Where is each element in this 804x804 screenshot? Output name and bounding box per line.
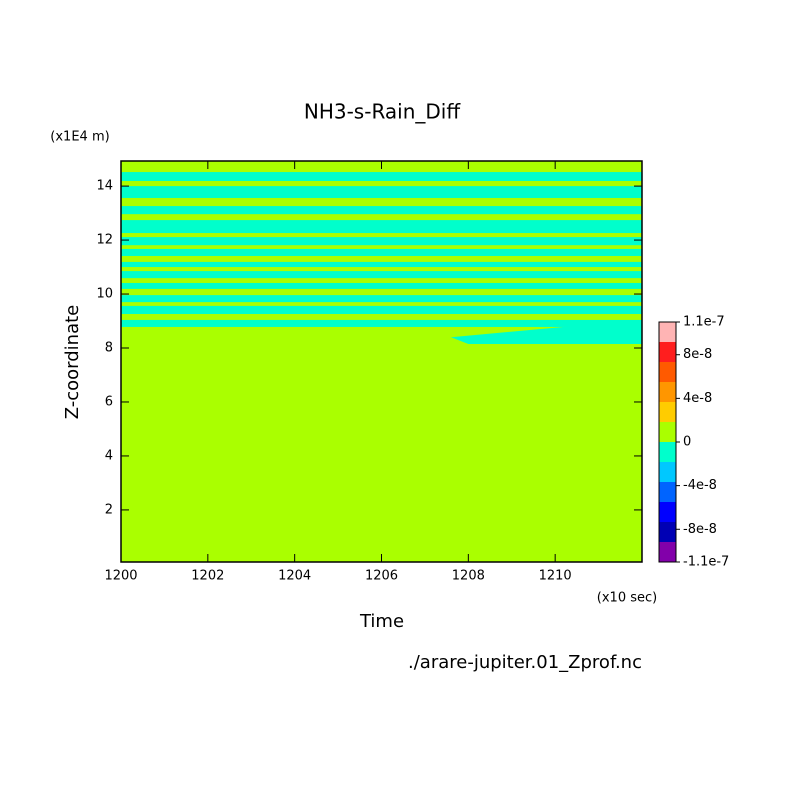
contour-band (121, 305, 642, 315)
colorbar-cell (659, 462, 676, 482)
contour-band (121, 295, 642, 303)
colorbar-cell (659, 322, 676, 342)
colorbar-label: 8e-8 (683, 347, 712, 362)
contour-band (121, 172, 642, 181)
colorbar-cell (659, 382, 676, 402)
x-tick-label: 1200 (104, 569, 137, 584)
y-tick-label: 10 (96, 287, 113, 302)
x-axis-label: Time (359, 611, 404, 632)
colorbar-cell (659, 542, 676, 562)
colorbar-cell (659, 502, 676, 522)
colorbar-cell (659, 482, 676, 502)
y-tick-label: 12 (96, 233, 113, 248)
contour-band (121, 271, 642, 279)
colorbar-cell (659, 362, 676, 382)
colorbar-label: 1.1e-7 (683, 315, 725, 330)
y-tick-label: 6 (105, 394, 113, 409)
colorbar-cell (659, 342, 676, 362)
footer: ./arare-jupiter.01_Zprof.nc (408, 652, 642, 673)
x-unit: (x10 sec) (597, 591, 657, 606)
contour-region (450, 323, 642, 344)
contour-band (121, 261, 642, 268)
contour-band (121, 282, 642, 289)
y-tick-label: 14 (96, 179, 113, 194)
colorbar-label: -4e-8 (683, 478, 717, 493)
contour-band (121, 319, 642, 327)
colorbar-cell (659, 422, 676, 442)
colorbar-label: -8e-8 (683, 522, 717, 537)
colorbar-label: 4e-8 (683, 391, 712, 406)
y-tick-label: 2 (105, 502, 113, 517)
y-unit: (x1E4 m) (50, 130, 109, 145)
y-tick-label: 4 (105, 448, 113, 463)
contour-band (121, 237, 642, 246)
y-axis-label: Z-coordinate (62, 305, 83, 420)
contour-band (121, 186, 642, 198)
colorbar-label: 0 (683, 435, 691, 450)
chart-title: NH3-s-Rain_Diff (304, 100, 461, 124)
colorbar-cell (659, 442, 676, 462)
colorbar-cell (659, 522, 676, 542)
x-tick-label: 1206 (365, 569, 398, 584)
colorbar-label: -1.1e-7 (683, 555, 729, 570)
contour-band (121, 248, 642, 256)
x-tick-label: 1208 (452, 569, 485, 584)
x-tick-label: 1204 (278, 569, 311, 584)
contour-band (121, 220, 642, 234)
contour-band (121, 206, 642, 215)
x-tick-label: 1202 (191, 569, 224, 584)
colorbar-cell (659, 402, 676, 422)
y-tick-label: 8 (105, 341, 113, 356)
x-tick-label: 1210 (539, 569, 572, 584)
